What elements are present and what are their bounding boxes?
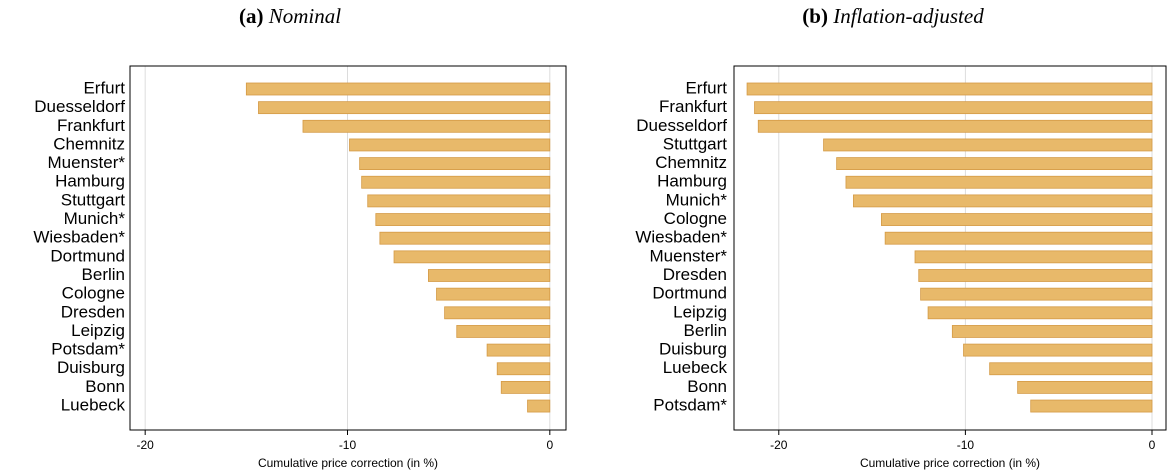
- category-label: Wiesbaden*: [33, 228, 125, 247]
- category-label: Duisburg: [659, 340, 727, 359]
- x-tick-label: 0: [546, 438, 553, 452]
- category-label: Duesseldorf: [636, 116, 727, 135]
- category-label: Dresden: [663, 265, 727, 284]
- bar: [963, 343, 1153, 357]
- x-tick-label: -10: [957, 438, 975, 452]
- category-label: Erfurt: [83, 78, 125, 97]
- category-label: Duisburg: [57, 358, 125, 377]
- bar: [245, 82, 551, 96]
- category-label: Potsdam*: [653, 396, 727, 415]
- category-label: Leipzig: [71, 321, 125, 340]
- bar: [823, 138, 1153, 152]
- bar: [456, 325, 551, 338]
- x-tick-label: 0: [1149, 438, 1156, 452]
- category-label: Muenster*: [48, 153, 126, 172]
- category-label: Munich*: [666, 190, 728, 209]
- category-label: Wiesbaden*: [635, 228, 727, 247]
- category-label: Erfurt: [685, 78, 727, 97]
- x-tick-label: -20: [770, 438, 788, 452]
- x-tick-label: -10: [339, 438, 357, 452]
- plot-frame: [129, 65, 567, 431]
- bar: [853, 194, 1153, 208]
- bar: [927, 306, 1153, 320]
- bar: [393, 250, 551, 264]
- category-label: Berlin: [684, 321, 727, 340]
- bar: [920, 287, 1153, 301]
- category-label: Dortmund: [652, 284, 727, 303]
- bar: [1030, 399, 1153, 413]
- category-label: Berlin: [82, 265, 125, 284]
- bar: [836, 157, 1153, 171]
- category-label: Hamburg: [55, 172, 125, 191]
- bar: [951, 325, 1153, 338]
- bar: [884, 231, 1153, 245]
- category-label: Munich*: [64, 209, 126, 228]
- bar: [918, 269, 1153, 282]
- category-label: Stuttgart: [663, 134, 728, 153]
- bar: [486, 343, 551, 357]
- category-label: Chemnitz: [655, 153, 727, 172]
- bar: [258, 101, 551, 115]
- category-label: Bonn: [85, 377, 125, 396]
- category-label: Leipzig: [673, 302, 727, 321]
- bar: [361, 175, 551, 189]
- category-label: Stuttgart: [61, 190, 126, 209]
- category-label: Luebeck: [663, 358, 728, 377]
- bar: [1017, 380, 1153, 394]
- category-label: Frankfurt: [57, 116, 125, 135]
- bar: [914, 250, 1153, 264]
- category-label: Bonn: [687, 377, 727, 396]
- category-label: Potsdam*: [51, 340, 125, 359]
- x-axis-label: Cumulative price correction (in %): [860, 456, 1040, 470]
- panel-title-text: Inflation-adjusted: [832, 4, 984, 28]
- x-axis-label: Cumulative price correction (in %): [258, 456, 438, 470]
- category-label: Luebeck: [61, 396, 126, 415]
- category-label: Dortmund: [50, 246, 125, 265]
- category-label: Cologne: [664, 209, 727, 228]
- x-tick-label: -20: [137, 438, 155, 452]
- category-label: Cologne: [62, 284, 125, 303]
- panel-label: (a): [239, 4, 264, 28]
- panel-label: (b): [802, 4, 828, 28]
- bar: [881, 213, 1153, 226]
- panel-title: (a) Nominal: [239, 4, 341, 28]
- bar: [349, 138, 551, 152]
- category-label: Muenster*: [650, 246, 728, 265]
- bar: [444, 306, 551, 320]
- panel-title-text: Nominal: [268, 4, 342, 28]
- plot-frame: [733, 65, 1167, 431]
- bar: [754, 101, 1153, 115]
- category-label: Hamburg: [657, 172, 727, 191]
- bar: [367, 194, 551, 208]
- bar: [428, 269, 551, 282]
- category-label: Dresden: [61, 302, 125, 321]
- bar: [302, 119, 551, 133]
- bar: [527, 399, 551, 413]
- bar: [989, 362, 1153, 376]
- bar: [500, 380, 551, 394]
- bar: [375, 213, 551, 226]
- bar: [379, 231, 551, 245]
- panel-title: (b) Inflation-adjusted: [802, 4, 984, 28]
- bar: [496, 362, 551, 376]
- bar: [359, 157, 551, 171]
- bar: [757, 119, 1153, 133]
- category-label: Chemnitz: [53, 134, 125, 153]
- bar: [845, 175, 1153, 189]
- category-label: Duesseldorf: [34, 97, 125, 116]
- category-label: Frankfurt: [659, 97, 727, 116]
- bar: [746, 82, 1153, 96]
- bar: [436, 287, 551, 301]
